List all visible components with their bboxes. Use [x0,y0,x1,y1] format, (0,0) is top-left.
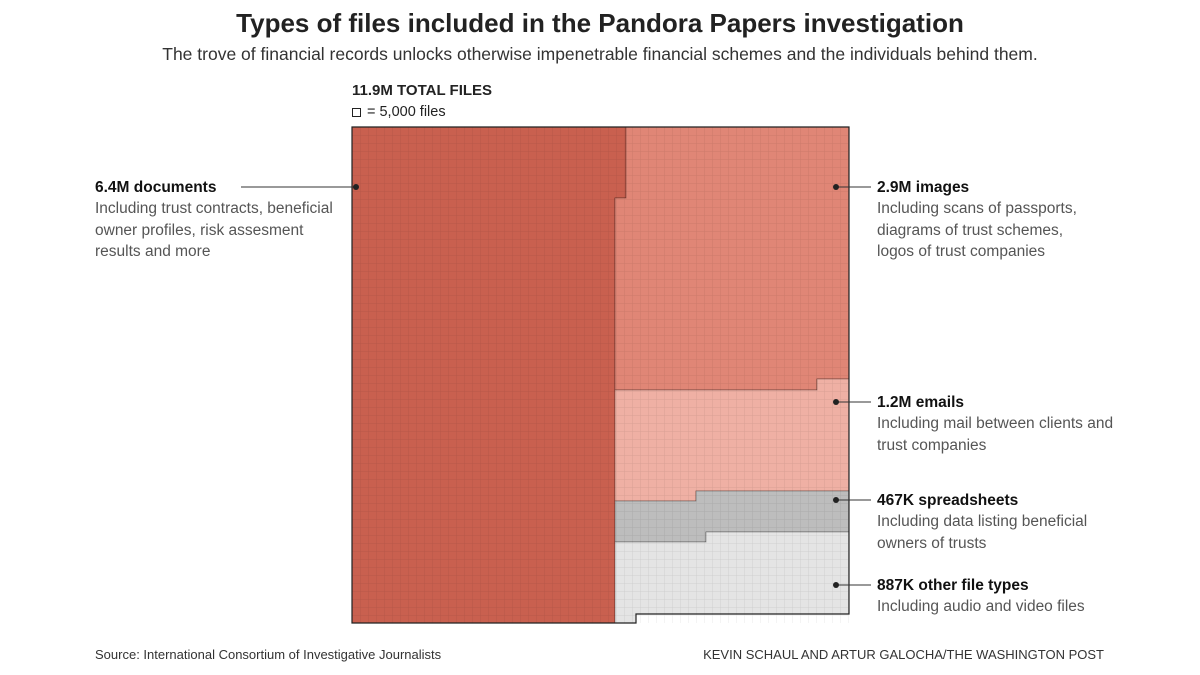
series-name-images: 2.9M images [877,179,970,196]
grid-overlay [352,127,849,623]
dot-images [833,184,839,190]
series-name-documents: 6.4M documents [95,179,217,196]
unit-legend-text: = 5,000 files [367,104,446,120]
label-documents: 6.4M documents Including trust contracts… [95,178,355,263]
series-name-emails: 1.2M emails [877,394,965,411]
total-files-label: 11.9M TOTAL FILES [352,82,493,99]
label-emails: 1.2M emails Including mail between clien… [877,393,1137,456]
dot-spreadsheets [833,497,839,503]
series-desc-spreadsheets: Including data listing beneficial owners… [877,513,1088,552]
chart-subtitle: The trove of financial records unlocks o… [162,44,1038,64]
unit-square-icon [352,107,361,117]
unit-legend: = 5,000 files [352,104,446,120]
series-desc-documents: Including trust contracts, beneficial ow… [95,200,333,260]
dot-documents [353,184,359,190]
dot-emails [833,399,839,405]
label-spreadsheets: 467K spreadsheets Including data listing… [877,491,1137,554]
series-desc-images: Including scans of passports, diagrams o… [877,200,1077,260]
series-desc-emails: Including mail between clients and trust… [877,415,1114,454]
chart-title: Types of files included in the Pandora P… [236,8,964,38]
label-images: 2.9M images Including scans of passports… [877,178,1137,263]
source-note: Source: International Consortium of Inve… [95,647,442,662]
waffle-outline [351,126,850,624]
series-name-other: 887K other file types [877,577,1029,594]
series-desc-other: Including audio and video files [877,598,1085,615]
credit-line: KEVIN SCHAUL AND ARTUR GALOCHA/THE WASHI… [703,647,1104,662]
annotation-leaders [241,184,871,588]
series-name-spreadsheets: 467K spreadsheets [877,492,1019,509]
dot-other [833,582,839,588]
label-other: 887K other file types Including audio an… [877,576,1137,618]
